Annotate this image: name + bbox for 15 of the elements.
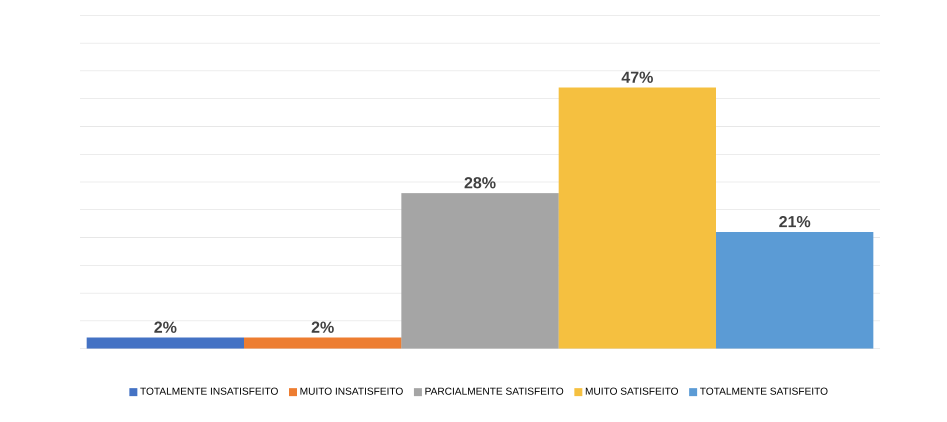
bar — [401, 193, 559, 349]
data-label: 2% — [154, 322, 176, 333]
legend-label: PARCIALMENTE SATISFEITO — [425, 388, 564, 395]
bar — [86, 338, 244, 349]
data-label: 2% — [312, 322, 334, 333]
data-label: 47% — [622, 72, 653, 83]
data-label: 28% — [464, 177, 496, 188]
bar — [558, 88, 716, 349]
legend-label: MUITO INSATISFEITO — [300, 388, 403, 395]
data-label: 21% — [779, 216, 810, 228]
legend-label: MUITO SATISFEITO — [586, 388, 678, 395]
legend-label: TOTALMENTE INSATISFEITO — [140, 388, 278, 395]
bar — [244, 338, 402, 349]
bar — [716, 232, 874, 349]
legend-label: TOTALMENTE SATISFEITO — [700, 388, 828, 395]
